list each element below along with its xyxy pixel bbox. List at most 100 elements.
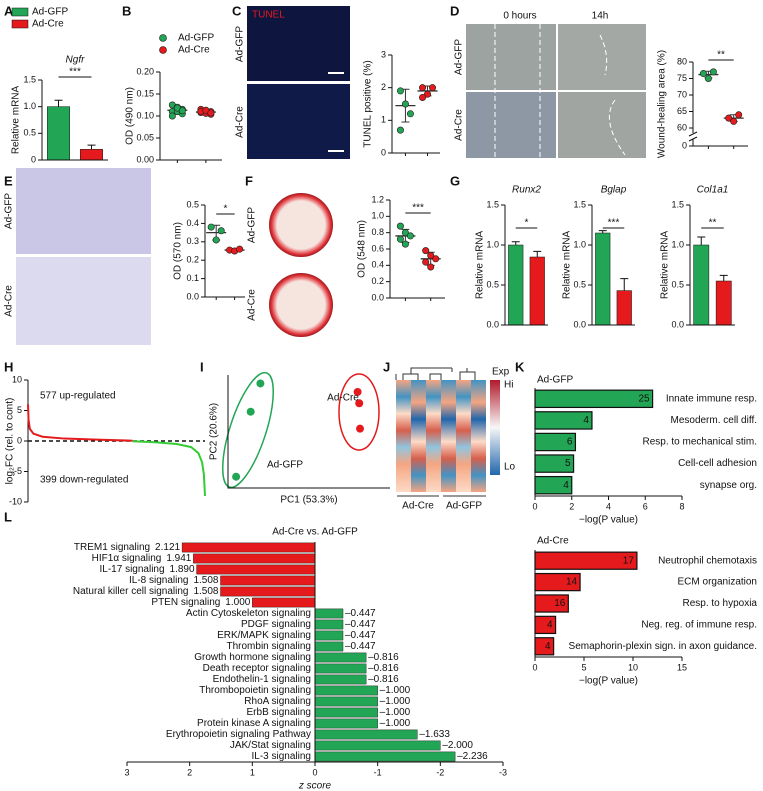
category-label: Mesoderm. cell diff. — [670, 415, 757, 426]
bar — [193, 553, 316, 564]
significance-label: *** — [69, 67, 81, 78]
bar — [595, 232, 611, 326]
category-label: PTEN signaling — [151, 597, 220, 608]
error-bar — [511, 241, 520, 245]
image — [558, 24, 646, 90]
chart-title: Ad-Cre vs. Ad-GFP — [272, 527, 358, 538]
bar — [220, 586, 316, 597]
heatmap-column — [426, 380, 441, 492]
y-tick-label: 0.5 — [671, 279, 684, 289]
category-label: RhoA signaling — [244, 696, 311, 707]
value-label: 1.941 — [166, 553, 191, 564]
data-point — [396, 126, 404, 134]
colorbar-label: Hi — [504, 380, 513, 391]
y-tick-label: 0.1 — [186, 273, 199, 283]
y-tick-label: 1.5 — [671, 199, 684, 209]
significance-label: *** — [412, 203, 424, 214]
image-row-label: Ad-GFP — [454, 39, 465, 75]
x-tick-label: 0 — [532, 501, 537, 511]
category-label: Endothelin-1 signaling — [213, 674, 311, 685]
value-label: 1.890 — [170, 564, 195, 575]
x-axis-label: PC1 (53.3%) — [280, 495, 337, 506]
bar — [181, 542, 316, 553]
error-bar — [598, 230, 607, 233]
data-point — [401, 240, 409, 248]
annotation: 577 up-regulated — [40, 391, 116, 402]
y-axis-label: OD (548 nm) — [357, 220, 368, 278]
y-tick-label: 0.4 — [186, 218, 199, 228]
x-tick-label: -3 — [499, 767, 507, 777]
image-column-label: 14h — [592, 11, 609, 22]
y-tick-label: 1.5 — [573, 199, 586, 209]
x-axis-label: z score — [298, 781, 332, 791]
image — [466, 24, 556, 90]
x-tick-label: -2 — [436, 767, 444, 777]
y-tick-label: 0.4 — [371, 260, 384, 270]
data-point — [735, 111, 743, 119]
y-axis-label: OD (570 nm) — [173, 222, 184, 280]
y-tick-label: 0.2 — [371, 276, 384, 286]
y-tick-label: 1.2 — [371, 194, 384, 204]
bar — [616, 290, 632, 326]
y-tick-label: 3 — [381, 49, 386, 59]
data-point — [401, 100, 409, 108]
x-tick-label: Ad-Cre — [402, 501, 434, 512]
x-tick-label: 15 — [677, 662, 687, 672]
image-row-label: Ad-GFP — [4, 193, 15, 229]
image-column-label: 0 hours — [503, 11, 536, 22]
error-bar — [87, 144, 96, 150]
value-label: –1.000 — [380, 696, 411, 707]
value-label: –1.000 — [380, 707, 411, 718]
y-tick-label: 0.2 — [186, 255, 199, 265]
error-bar — [54, 99, 63, 107]
group-ellipse — [338, 373, 380, 451]
data-point — [429, 84, 437, 92]
data-point — [725, 114, 733, 122]
value-label: –0.447 — [345, 619, 376, 630]
x-axis-label: −log(P value) — [579, 515, 638, 526]
bar — [534, 551, 638, 570]
image — [16, 168, 151, 254]
value-label: 1.000 — [225, 597, 250, 608]
bar — [196, 564, 316, 575]
bar — [508, 244, 524, 326]
data-point — [427, 252, 435, 260]
count-label: 16 — [554, 598, 566, 609]
value-label: 1.508 — [193, 586, 218, 597]
image-row-label: Ad-Cre — [4, 285, 15, 317]
bar — [314, 751, 456, 762]
panel-label: C — [232, 3, 242, 18]
bar — [314, 630, 344, 641]
significance-label: * — [525, 218, 529, 229]
x-tick-label: 2 — [187, 767, 192, 777]
y-axis-label: Relative mRNA — [475, 231, 486, 300]
count-label: 4 — [563, 480, 569, 491]
colorbar — [490, 380, 500, 475]
bar — [534, 572, 581, 592]
data-point — [406, 110, 414, 118]
category-label: Cell-cell adhesion — [678, 458, 757, 469]
y-tick-label: 0.5 — [573, 279, 586, 289]
bar — [534, 594, 569, 613]
y-axis-label: Relative mRNA — [11, 86, 22, 155]
error-bar — [533, 250, 542, 257]
category-label: HIF1α signaling — [92, 553, 162, 564]
x-tick-label: 3 — [124, 767, 129, 777]
data-point — [232, 472, 241, 481]
data-point — [709, 68, 717, 76]
y-tick-label: 60 — [677, 122, 687, 132]
y-tick-label: 1.5 — [23, 74, 36, 84]
value-label: –2.000 — [442, 740, 473, 751]
y-tick-label: 0 — [17, 435, 22, 445]
y-tick-label: 0.20 — [136, 66, 154, 76]
heatmap-column — [396, 380, 411, 492]
y-tick-label: 0.15 — [136, 88, 154, 98]
bar — [534, 615, 557, 635]
category-label: synapse org. — [700, 480, 757, 491]
data-point — [396, 235, 404, 243]
value-label: –1.633 — [419, 729, 450, 740]
category-label: IL-3 signaling — [252, 751, 311, 762]
count-label: 17 — [623, 555, 635, 566]
data-point — [699, 70, 707, 78]
image — [247, 6, 350, 81]
